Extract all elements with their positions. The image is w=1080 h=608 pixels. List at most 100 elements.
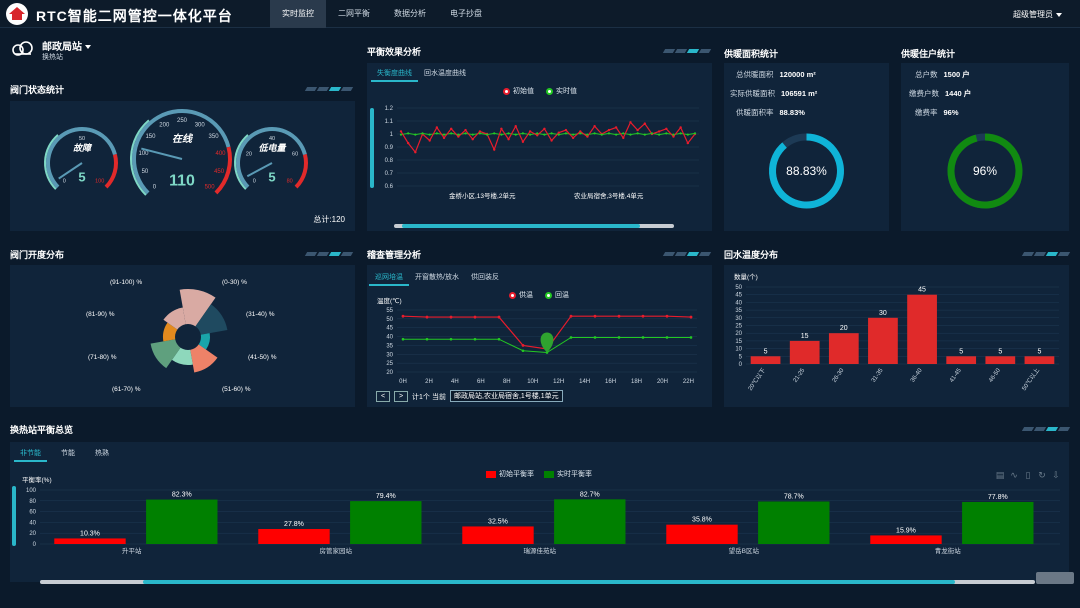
data-point xyxy=(414,151,417,154)
next-button[interactable]: > xyxy=(394,391,408,402)
tab-hot-start[interactable]: 热熟 xyxy=(95,450,109,457)
vertical-scroll-handle[interactable] xyxy=(370,108,374,188)
title-decoration xyxy=(662,252,712,256)
data-point xyxy=(493,132,496,135)
tab-energy-saving[interactable]: 节能 xyxy=(61,450,75,457)
download-icon[interactable]: ⇩ xyxy=(1052,470,1060,480)
rose-label: (91-100) % xyxy=(110,279,142,286)
y-tick-label: 0.6 xyxy=(385,184,394,190)
heating-area-ring xyxy=(769,133,844,209)
data-point xyxy=(457,133,460,136)
data-point xyxy=(442,133,446,136)
data-point xyxy=(629,133,632,136)
data-point xyxy=(569,314,573,318)
nav-data-analysis[interactable]: 数据分析 xyxy=(394,9,426,18)
data-point xyxy=(665,127,668,130)
return-temp-panel: 数量(个) 50 45 40 35 30 25 20 15 10 5 0 5 20℃以下 15 21-25 2… xyxy=(724,265,1069,407)
data-point xyxy=(435,126,439,129)
bar xyxy=(146,499,218,544)
gauge-tick-label: 100 xyxy=(95,179,104,185)
bar xyxy=(350,501,422,544)
scroll-thumb[interactable] xyxy=(402,224,640,228)
gauge-arc-danger xyxy=(104,154,118,189)
data-point xyxy=(629,121,632,124)
data-point xyxy=(521,344,525,347)
gauge-needle xyxy=(58,162,83,180)
scroll-thumb[interactable] xyxy=(143,580,955,584)
bar xyxy=(828,333,859,364)
tab-patrol-temp[interactable]: 巡网培温 xyxy=(369,270,409,286)
rose-label: (0-30) % xyxy=(222,279,247,286)
tab-window-drain[interactable]: 开窗散热/放水 xyxy=(415,274,459,281)
gauge-tick-label: 500 xyxy=(205,185,216,191)
x-tick-label: 21-25 xyxy=(793,367,807,384)
gauge-tick-label: 0 xyxy=(63,179,66,185)
bar xyxy=(554,499,626,544)
cloud-link-icon xyxy=(12,41,33,56)
bar-value-label: 82.3% xyxy=(172,492,192,499)
stat-value: 88.83% xyxy=(779,108,805,117)
nav-meter-reading[interactable]: 电子抄盘 xyxy=(450,9,482,18)
data-point xyxy=(514,133,517,136)
households-panel: 总户数 1500 户 缴费户数 1440 户 缴费率 96% 96% xyxy=(901,63,1069,231)
legend-marker xyxy=(543,470,554,478)
title-decoration xyxy=(304,252,354,256)
keyboard-icon[interactable] xyxy=(1036,572,1074,584)
y-tick-label: 30 xyxy=(386,352,393,358)
data-point xyxy=(636,132,639,135)
horizontal-scrollbar[interactable] xyxy=(40,580,1035,584)
current-station-box[interactable]: 邮政局站,农业局宿舍,1号楼,1单元 xyxy=(450,390,563,402)
y-tick-label: 50 xyxy=(386,317,393,323)
tab-imbalance-curve[interactable]: 失衡度曲线 xyxy=(371,66,418,82)
gauge-value: 5 xyxy=(268,170,275,185)
bar xyxy=(962,501,1034,544)
bar-value-label: 15.9% xyxy=(896,527,916,534)
balance-panel: 失衡度曲线 回水温度曲线 初始值 实时值 1.2 1.1 1 0.9 0.8 0.7 0.6… xyxy=(367,63,712,231)
bar xyxy=(750,356,781,364)
inspection-panel: 巡网培温 开窗散热/放水 供回装反 供温 回温 温度(℃) 55 50 45 40 35… xyxy=(367,265,712,407)
refresh-icon[interactable]: ↻ xyxy=(1038,470,1046,480)
bar-value-label: 15 xyxy=(801,333,809,340)
legend-initial: 初始平衡率 xyxy=(499,471,534,478)
y-tick-label: 10 xyxy=(735,347,742,353)
gauge-arc-ok xyxy=(234,134,249,190)
station-balance-title: 换热站平衡总览 xyxy=(10,425,74,435)
data-point xyxy=(399,133,403,136)
data-point xyxy=(557,133,560,136)
ring-value: 96% xyxy=(972,164,998,178)
vertical-scroll-handle[interactable] xyxy=(12,486,16,546)
tab-non-energy-saving[interactable]: 非节能 xyxy=(14,446,47,462)
y-tick-label: 100 xyxy=(26,488,37,494)
line-chart-icon[interactable]: ∿ xyxy=(1010,470,1018,480)
ring-progress xyxy=(769,133,844,209)
nav-network-balance[interactable]: 二网平衡 xyxy=(338,9,370,18)
tab-reverse-install[interactable]: 供回装反 xyxy=(470,274,499,281)
horizontal-scrollbar[interactable] xyxy=(394,224,674,228)
data-point xyxy=(643,133,646,136)
data-point xyxy=(399,130,403,133)
series-initial-line xyxy=(400,121,696,154)
data-point xyxy=(401,337,405,341)
gauge-tick-label: 350 xyxy=(209,134,220,140)
data-point xyxy=(457,135,460,138)
gauge-value: 110 xyxy=(169,172,195,189)
nav-realtime-monitor[interactable]: 实时监控 xyxy=(270,0,326,28)
data-point xyxy=(543,127,546,130)
data-view-icon[interactable]: ▤ xyxy=(995,470,1005,480)
chevron-down-icon xyxy=(1056,12,1062,17)
data-point xyxy=(557,131,560,134)
pager-current-label: 当前 xyxy=(432,394,446,401)
user-menu[interactable]: 超级管理员 xyxy=(1013,9,1062,20)
legend-initial: 初始值 xyxy=(513,88,534,95)
data-point xyxy=(579,132,582,135)
tab-return-temp-curve[interactable]: 回水温度曲线 xyxy=(424,70,466,77)
prev-button[interactable]: < xyxy=(376,391,390,402)
stat-row: 总户数 1500 户 xyxy=(915,69,970,80)
data-point xyxy=(471,138,474,141)
data-point xyxy=(478,132,481,135)
y-tick-label: 25 xyxy=(386,361,393,367)
data-point xyxy=(543,133,546,136)
data-point xyxy=(579,130,582,133)
legend-supply: 供温 xyxy=(519,292,533,299)
bar-chart-icon[interactable]: ▯ xyxy=(1025,470,1031,480)
